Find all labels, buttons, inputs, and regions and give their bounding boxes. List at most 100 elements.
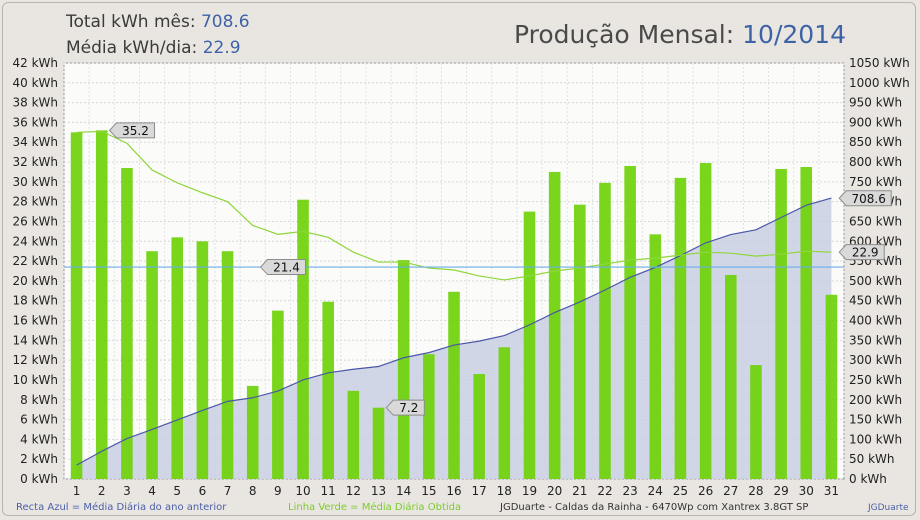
- x-tick-label: 1: [73, 484, 81, 498]
- bar-day-9: [272, 310, 284, 479]
- annotation-tag: [838, 244, 885, 261]
- annotation-label: 35.2: [122, 124, 149, 138]
- bar-day-28: [750, 365, 762, 479]
- x-tick-label: 10: [295, 484, 310, 498]
- left-tick-label: 12 kWh: [12, 353, 58, 367]
- left-tick-label: 24 kWh: [12, 234, 58, 248]
- right-tick-label: 800 kWh: [849, 155, 902, 169]
- bar-day-16: [448, 291, 460, 479]
- bar-day-3: [121, 167, 133, 479]
- x-tick-label: 20: [547, 484, 562, 498]
- left-tick-label: 8 kWh: [20, 393, 58, 407]
- left-tick-label: 42 kWh: [12, 56, 58, 70]
- bar-day-17: [473, 374, 485, 479]
- bar-day-1: [70, 132, 83, 480]
- annotation-tag: [108, 122, 156, 139]
- total-kwh-readout: Total kWh mês: 708.6: [66, 12, 250, 32]
- left-tick-label: 34 kWh: [12, 135, 58, 149]
- x-tick-label: 6: [199, 484, 207, 498]
- right-tick-label: 150 kWh: [849, 413, 902, 427]
- footer-green-note: Linha Verde = Média Diária Obtida: [288, 502, 462, 513]
- chart-title: Produção Mensal: 10/2014: [514, 20, 846, 49]
- right-tick-label: 1000 kWh: [849, 76, 910, 90]
- annotation-label: 708.6: [852, 192, 886, 206]
- bar-day-23: [624, 166, 636, 479]
- left-tick-label: 20 kWh: [12, 274, 58, 288]
- bar-day-5: [171, 237, 184, 479]
- left-tick-label: 22 kWh: [12, 254, 58, 268]
- right-tick-label: 500 kWh: [849, 274, 902, 288]
- bar-day-10: [297, 199, 309, 479]
- bar-day-11: [322, 301, 334, 479]
- right-tick-label: 50 kWh: [849, 452, 895, 466]
- bar-day-29: [775, 168, 787, 479]
- x-tick-label: 16: [446, 484, 461, 498]
- avg-kwh-readout: Média kWh/dia: 22.9: [66, 38, 241, 58]
- bar-day-14: [397, 260, 410, 479]
- right-tick-label: 250 kWh: [849, 373, 902, 387]
- x-tick-label: 21: [572, 484, 587, 498]
- bar-day-7: [221, 251, 234, 479]
- chart-title-period: 10/2014: [742, 20, 846, 49]
- bar-day-12: [347, 390, 360, 479]
- bar-day-22: [599, 182, 611, 479]
- x-tick-label: 25: [673, 484, 688, 498]
- annotation-tag: [838, 190, 892, 207]
- bar-day-13: [372, 407, 385, 479]
- x-tick-label: 19: [522, 484, 537, 498]
- x-tick-label: 9: [274, 484, 282, 498]
- avg-kwh-value: 22.9: [202, 38, 241, 58]
- bar-day-19: [523, 211, 536, 480]
- footer-info: JGDuarte - Caldas da Rainha - 6470Wp com…: [500, 502, 809, 513]
- left-tick-label: 2 kWh: [20, 452, 58, 466]
- bar-day-30: [800, 167, 813, 479]
- right-tick-label: 0 kWh: [849, 472, 887, 486]
- annotation-label: 22.9: [852, 246, 879, 260]
- x-tick-label: 22: [597, 484, 612, 498]
- bar-day-20: [548, 171, 561, 479]
- left-tick-label: 40 kWh: [12, 76, 58, 90]
- x-tick-label: 17: [472, 484, 487, 498]
- cumulative-line: [76, 197, 832, 466]
- right-tick-label: 400 kWh: [849, 314, 902, 328]
- bar-day-2: [95, 130, 108, 479]
- x-tick-label: 13: [371, 484, 386, 498]
- total-kwh-label: Total kWh mês:: [66, 12, 196, 32]
- bar-day-4: [146, 251, 158, 479]
- chart-title-label: Produção Mensal:: [513, 20, 735, 49]
- x-tick-label: 24: [648, 484, 663, 498]
- right-tick-label: 900 kWh: [849, 115, 902, 129]
- avg-kwh-label: Média kWh/dia:: [66, 38, 198, 58]
- x-tick-label: 5: [173, 484, 181, 498]
- x-tick-label: 4: [148, 484, 156, 498]
- x-tick-label: 12: [346, 484, 361, 498]
- left-tick-label: 16 kWh: [12, 314, 58, 328]
- right-tick-label: 100 kWh: [849, 432, 902, 446]
- left-tick-label: 36 kWh: [12, 115, 58, 129]
- left-tick-label: 18 kWh: [12, 294, 58, 308]
- x-tick-label: 11: [321, 484, 336, 498]
- right-tick-label: 300 kWh: [849, 353, 902, 367]
- right-tick-label: 350 kWh: [849, 333, 902, 347]
- x-tick-label: 26: [698, 484, 713, 498]
- cumulative-area: [76, 198, 832, 479]
- bar-day-15: [423, 354, 435, 479]
- right-tick-label: 850 kWh: [849, 135, 902, 149]
- bar-day-6: [196, 241, 209, 479]
- footer-brand: JGDuarte: [868, 503, 909, 513]
- right-tick-label: 450 kWh: [849, 294, 902, 308]
- x-tick-label: 15: [421, 484, 436, 498]
- left-tick-label: 38 kWh: [12, 96, 58, 110]
- left-tick-label: 6 kWh: [20, 413, 58, 427]
- annotation-label: 21.4: [273, 261, 300, 275]
- bar-day-31: [825, 294, 838, 479]
- annotation-tag: [259, 259, 306, 276]
- right-tick-label: 950 kWh: [849, 96, 902, 110]
- x-tick-label: 14: [396, 484, 411, 498]
- left-tick-label: 4 kWh: [20, 432, 58, 446]
- daily-average-line: [76, 130, 832, 281]
- right-tick-label: 750 kWh: [849, 175, 902, 189]
- x-tick-label: 28: [748, 484, 763, 498]
- x-tick-label: 7: [224, 484, 232, 498]
- left-tick-label: 26 kWh: [12, 214, 58, 228]
